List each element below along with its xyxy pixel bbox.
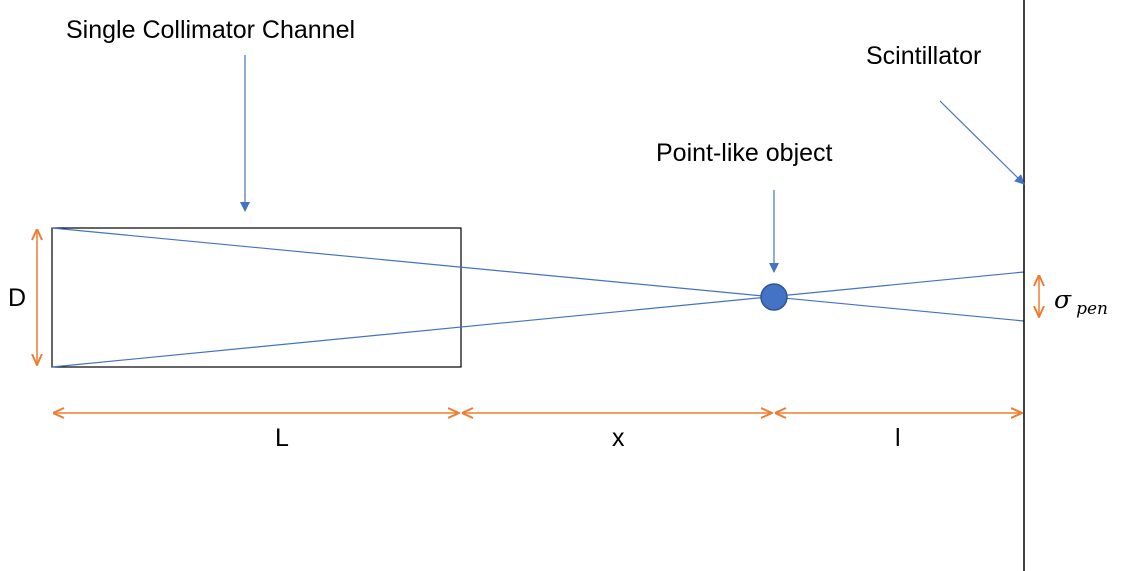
object-label: Point-like object [656, 139, 833, 167]
dimension-x-label: x [612, 424, 625, 452]
dimension-L-label: L [275, 424, 289, 452]
scintillator-pointer-arrow [939, 100, 1025, 185]
collimator-channel [51, 227, 462, 368]
point-object [760, 283, 788, 311]
scintillator-label: Scintillator [866, 42, 981, 70]
sigma-subscript: pen [1076, 299, 1108, 319]
dimension-l-label: l [895, 424, 901, 452]
ray-lower [51, 271, 1025, 368]
sigma-pen-label: σ pen [1054, 285, 1108, 319]
ray-upper [51, 227, 1025, 322]
sigma-symbol: σ [1054, 285, 1072, 314]
dimension-D-label: D [8, 284, 26, 312]
collimator-label: Single Collimator Channel [66, 16, 355, 44]
